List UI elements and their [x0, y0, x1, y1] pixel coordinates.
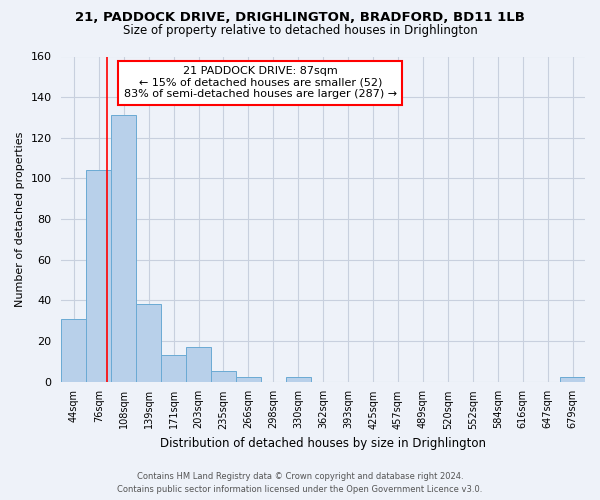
Bar: [111, 116, 136, 382]
Bar: [186, 347, 211, 382]
Bar: [161, 355, 186, 382]
Bar: [286, 378, 311, 382]
Text: 21, PADDOCK DRIVE, DRIGHLINGTON, BRADFORD, BD11 1LB: 21, PADDOCK DRIVE, DRIGHLINGTON, BRADFOR…: [75, 11, 525, 24]
Y-axis label: Number of detached properties: Number of detached properties: [15, 132, 25, 306]
Text: Size of property relative to detached houses in Drighlington: Size of property relative to detached ho…: [122, 24, 478, 37]
Bar: [86, 170, 111, 382]
Bar: [61, 318, 86, 382]
Bar: [560, 378, 585, 382]
Bar: [211, 372, 236, 382]
Text: Contains HM Land Registry data © Crown copyright and database right 2024.
Contai: Contains HM Land Registry data © Crown c…: [118, 472, 482, 494]
X-axis label: Distribution of detached houses by size in Drighlington: Distribution of detached houses by size …: [160, 437, 486, 450]
Bar: [136, 304, 161, 382]
Bar: [236, 378, 261, 382]
Text: 21 PADDOCK DRIVE: 87sqm
← 15% of detached houses are smaller (52)
83% of semi-de: 21 PADDOCK DRIVE: 87sqm ← 15% of detache…: [124, 66, 397, 100]
